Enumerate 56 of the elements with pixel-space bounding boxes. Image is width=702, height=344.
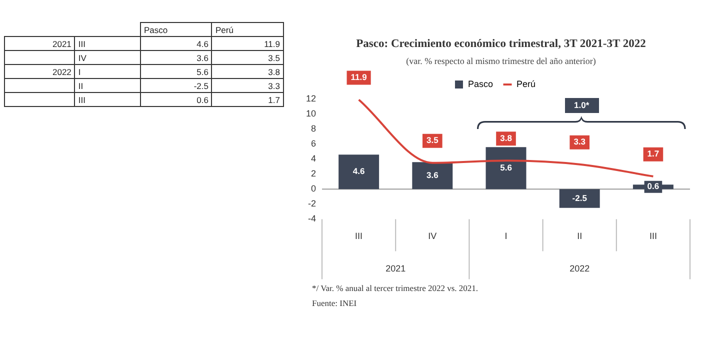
chart-subtitle: (var. % respecto al mismo trimestre del año anterior): [405, 56, 597, 66]
legend-label: Pasco: [468, 78, 494, 89]
data-label: 3.5: [426, 135, 439, 146]
data-label: 3.8: [212, 64, 284, 78]
data-label: -2.5: [572, 192, 588, 203]
annotation: 1.0*: [564, 98, 599, 113]
data-label: 0.6: [140, 92, 212, 106]
data-label: 3.5: [212, 50, 284, 64]
data-label: 1.7: [647, 148, 660, 159]
data-label: 5.6: [500, 162, 512, 172]
bar: [486, 147, 526, 190]
text: Perú: [212, 22, 284, 36]
y-tick-label: 6: [310, 138, 316, 149]
data-label: 3.8: [500, 132, 512, 143]
data-label: 0.6: [647, 181, 660, 192]
data-label: 5.6: [140, 64, 212, 78]
y-tick-label: -2: [308, 198, 316, 209]
data-label: 11.9: [212, 36, 284, 50]
x-tick-label: III: [355, 231, 363, 242]
data-label: 3.3: [212, 78, 284, 92]
source-note: Fuente: INEI: [312, 298, 357, 308]
category-label: II: [74, 78, 141, 92]
category-label: IV: [74, 50, 141, 64]
data-label: 3.6: [426, 170, 439, 180]
data-label: -2.5: [140, 78, 212, 92]
data-label: 1.7: [212, 92, 284, 106]
y-tick-label: 12: [306, 93, 316, 104]
x-tick-label: III: [649, 231, 657, 242]
bar: [559, 189, 600, 208]
data-label: 3.3: [574, 136, 586, 147]
bar: [338, 154, 380, 190]
chart-title: Pasco: Crecimiento económico trimestral, 3T 2021-3T 2022: [355, 38, 647, 50]
x-tick-label: II: [577, 231, 582, 242]
y-tick-label: 4: [310, 154, 316, 164]
category-label: III: [74, 36, 141, 50]
text: 2021: [386, 264, 406, 274]
y-tick-label: 10: [306, 108, 316, 119]
y-tick-label: -4: [308, 214, 316, 224]
text: */ Var. % anual al tercer trimestre 2022 vs. 2021.: [312, 283, 478, 293]
y-tick-label: 8: [310, 124, 316, 134]
legend-label: Perú: [516, 78, 536, 89]
y-tick-label: 2: [310, 168, 316, 179]
data-label: 11.9: [350, 72, 368, 82]
text: 2022: [570, 264, 590, 274]
y-tick-label: 0: [310, 184, 316, 194]
x-tick-label: IV: [428, 231, 437, 242]
text: 2022: [4, 64, 75, 78]
category-label: III: [74, 92, 141, 106]
data-label: 4.6: [352, 166, 365, 176]
data-label: 4.6: [140, 36, 212, 50]
text: Pasco: [140, 22, 212, 36]
text: 2021: [4, 36, 75, 50]
data-label: 3.6: [140, 50, 212, 64]
category-label: I: [74, 64, 141, 78]
bar: [412, 162, 453, 190]
x-tick-label: I: [504, 231, 508, 242]
